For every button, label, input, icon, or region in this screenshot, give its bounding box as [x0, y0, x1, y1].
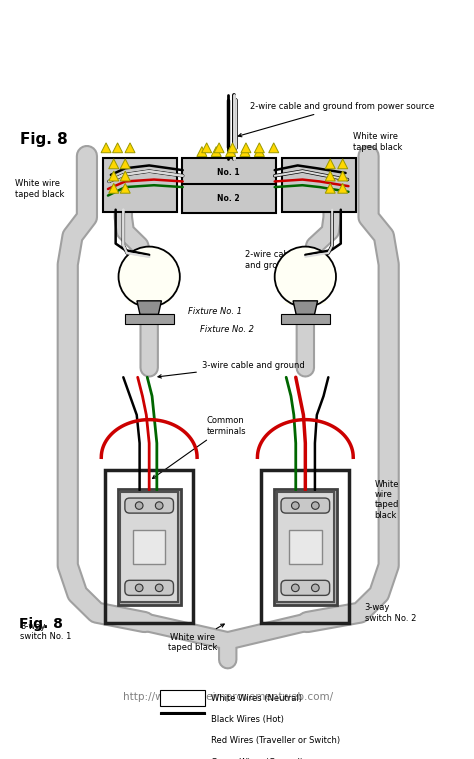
Polygon shape: [125, 143, 135, 153]
Polygon shape: [337, 159, 348, 168]
Polygon shape: [101, 143, 111, 153]
Bar: [160, 690, 205, 706]
FancyBboxPatch shape: [273, 489, 337, 605]
FancyBboxPatch shape: [277, 492, 334, 602]
Text: White Wires (Neutral): White Wires (Neutral): [211, 694, 302, 703]
Text: 2-wire cable and ground from power source: 2-wire cable and ground from power sourc…: [238, 102, 434, 137]
Polygon shape: [197, 146, 207, 156]
Polygon shape: [128, 283, 171, 304]
Polygon shape: [293, 301, 318, 314]
Text: http://www.homeimprovementweb.com/: http://www.homeimprovementweb.com/: [123, 692, 333, 702]
Text: No. 2: No. 2: [218, 194, 240, 203]
Polygon shape: [120, 159, 130, 168]
Bar: [160, 733, 205, 749]
FancyBboxPatch shape: [125, 498, 173, 513]
Polygon shape: [109, 159, 119, 168]
Polygon shape: [255, 146, 264, 156]
Polygon shape: [240, 146, 250, 156]
Circle shape: [274, 247, 336, 307]
FancyBboxPatch shape: [125, 581, 173, 595]
FancyBboxPatch shape: [182, 184, 276, 213]
Polygon shape: [211, 146, 221, 156]
FancyBboxPatch shape: [103, 158, 177, 212]
Circle shape: [118, 247, 180, 307]
Text: Black Wires (Hot): Black Wires (Hot): [211, 715, 283, 724]
Polygon shape: [325, 159, 335, 168]
Circle shape: [292, 502, 299, 509]
Polygon shape: [112, 143, 123, 153]
Bar: [281, 314, 330, 324]
FancyBboxPatch shape: [182, 158, 276, 186]
Text: Fixture No. 1: Fixture No. 1: [188, 307, 241, 316]
Polygon shape: [284, 283, 327, 304]
Circle shape: [292, 584, 299, 591]
Polygon shape: [137, 301, 162, 314]
Bar: [125, 314, 173, 324]
Polygon shape: [109, 171, 119, 181]
Polygon shape: [226, 146, 236, 156]
Bar: [160, 754, 205, 759]
Text: 3-way
switch No. 1: 3-way switch No. 1: [20, 622, 71, 641]
FancyBboxPatch shape: [281, 581, 329, 595]
Text: Red Wires (Traveller or Switch): Red Wires (Traveller or Switch): [211, 736, 340, 745]
Circle shape: [311, 502, 319, 509]
Text: White wire
taped black: White wire taped black: [353, 133, 402, 152]
Text: 3-wire cable and ground: 3-wire cable and ground: [158, 361, 305, 378]
Text: Common
terminals: Common terminals: [153, 417, 246, 478]
Polygon shape: [109, 184, 119, 194]
FancyBboxPatch shape: [118, 489, 181, 605]
Text: No. 1: No. 1: [218, 168, 240, 177]
Polygon shape: [214, 143, 224, 153]
Circle shape: [311, 584, 319, 591]
Polygon shape: [337, 171, 348, 181]
Text: White wire
taped black: White wire taped black: [15, 179, 64, 199]
Polygon shape: [228, 143, 237, 153]
Circle shape: [155, 502, 163, 509]
Circle shape: [136, 502, 143, 509]
Text: 3-way
switch No. 2: 3-way switch No. 2: [365, 603, 416, 622]
Text: Green Wires (Ground): Green Wires (Ground): [211, 758, 303, 759]
Text: Fig. 8: Fig. 8: [20, 133, 68, 147]
FancyBboxPatch shape: [283, 158, 356, 212]
Polygon shape: [201, 143, 212, 153]
FancyBboxPatch shape: [120, 492, 178, 602]
Polygon shape: [120, 184, 130, 194]
Polygon shape: [325, 184, 335, 194]
Text: White wire
taped black: White wire taped black: [168, 624, 224, 652]
Polygon shape: [120, 171, 130, 181]
Text: Fixture No. 2: Fixture No. 2: [200, 326, 254, 335]
Bar: [160, 712, 205, 727]
Polygon shape: [337, 184, 348, 194]
Polygon shape: [325, 171, 335, 181]
Polygon shape: [269, 143, 279, 153]
Text: 2-wire cable
and ground: 2-wire cable and ground: [245, 250, 296, 269]
Polygon shape: [255, 143, 264, 153]
FancyBboxPatch shape: [289, 530, 321, 564]
Text: White
wire
taped
black: White wire taped black: [374, 480, 399, 520]
Circle shape: [155, 584, 163, 591]
FancyBboxPatch shape: [133, 530, 165, 564]
Polygon shape: [241, 143, 251, 153]
FancyBboxPatch shape: [281, 498, 329, 513]
Text: Fig. 8: Fig. 8: [19, 618, 63, 631]
Circle shape: [136, 584, 143, 591]
